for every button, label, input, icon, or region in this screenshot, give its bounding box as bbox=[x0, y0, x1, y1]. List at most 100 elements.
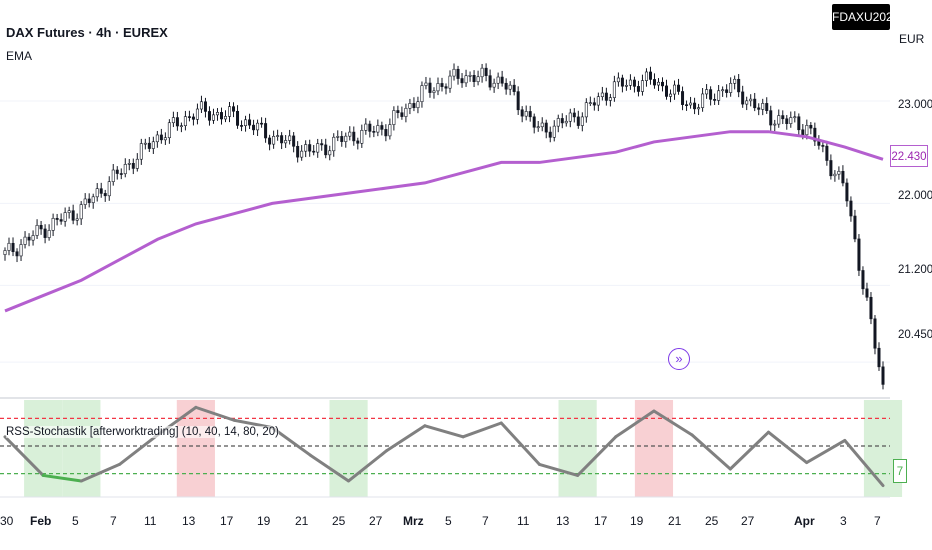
price-candle-body bbox=[813, 127, 817, 142]
price-candle-body bbox=[444, 86, 448, 89]
price-candle-body bbox=[496, 76, 500, 84]
price-candle-body bbox=[480, 67, 484, 78]
price-candle-body bbox=[428, 82, 432, 93]
price-candle-body bbox=[412, 103, 416, 109]
oscillator-value-badge: 7 bbox=[893, 459, 907, 483]
currency-label[interactable]: EUR bbox=[899, 32, 925, 46]
price-candle-body bbox=[340, 136, 344, 142]
price-candle-body bbox=[115, 169, 119, 174]
price-candle-body bbox=[280, 135, 284, 144]
price-candle-body bbox=[95, 188, 99, 198]
price-candle-body bbox=[552, 125, 556, 138]
price-candle-body bbox=[604, 92, 608, 101]
price-candle-body bbox=[424, 82, 428, 86]
price-candle-body bbox=[232, 106, 236, 112]
date-label: 21 bbox=[295, 514, 309, 528]
price-candle-body bbox=[167, 122, 171, 139]
price-candle-body bbox=[436, 83, 440, 92]
price-candle-body bbox=[500, 76, 504, 84]
price-candle-body bbox=[83, 198, 87, 205]
price-candle-body bbox=[725, 89, 729, 93]
price-tick: 23.000 bbox=[898, 99, 932, 111]
price-candle-body bbox=[448, 75, 452, 89]
price-candle-body bbox=[312, 150, 316, 153]
price-candle-body bbox=[837, 171, 841, 175]
price-candle-body bbox=[215, 112, 219, 116]
price-candle-body bbox=[821, 145, 825, 147]
price-candle-body bbox=[861, 270, 865, 290]
price-candle-body bbox=[304, 144, 308, 152]
ema-line bbox=[4, 130, 884, 313]
price-candle-body bbox=[187, 116, 191, 118]
price-candle-body bbox=[709, 89, 713, 100]
price-candle-body bbox=[749, 98, 753, 102]
price-candle-body bbox=[825, 145, 829, 161]
price-candle-body bbox=[368, 123, 372, 132]
date-label: 7 bbox=[874, 514, 881, 528]
price-candle-body bbox=[669, 93, 673, 97]
price-candle-body bbox=[665, 85, 669, 97]
oscillator-zones bbox=[24, 400, 903, 497]
price-candle-body bbox=[677, 84, 681, 92]
ema-indicator-label[interactable]: EMA bbox=[6, 49, 33, 63]
price-candle-body bbox=[849, 200, 853, 217]
stoch-zone bbox=[558, 400, 597, 497]
price-candle-body bbox=[468, 75, 472, 77]
stoch-segment bbox=[385, 424, 427, 453]
price-candle-body bbox=[276, 135, 280, 137]
date-label: 13 bbox=[556, 514, 570, 528]
price-candle-body bbox=[135, 158, 139, 169]
oscillator-label[interactable]: RSS-Stochastik [afterworktrading] (10, 4… bbox=[6, 426, 279, 438]
price-candle-body bbox=[761, 103, 765, 110]
price-candle-body bbox=[127, 163, 131, 165]
price-candle-body bbox=[103, 193, 107, 197]
price-candle-body bbox=[308, 144, 312, 152]
price-candle-body bbox=[404, 107, 408, 117]
price-candle-body bbox=[336, 136, 340, 138]
price-candle-body bbox=[348, 131, 352, 137]
date-label: 19 bbox=[630, 514, 644, 528]
date-label: 30 bbox=[0, 514, 14, 528]
price-candle-body bbox=[296, 145, 300, 158]
price-tick: 20.450 bbox=[898, 329, 932, 338]
price-candle-body bbox=[460, 78, 464, 84]
price-candle-body bbox=[540, 122, 544, 128]
price-candle-body bbox=[11, 242, 15, 253]
price-candle-body bbox=[717, 90, 721, 101]
price-candle-body bbox=[608, 97, 612, 101]
price-candle-body bbox=[284, 140, 288, 144]
price-candle-body bbox=[769, 110, 773, 126]
price-candle-body bbox=[352, 131, 356, 142]
price-candle-body bbox=[705, 89, 709, 95]
price-candle-body bbox=[857, 238, 861, 271]
price-candle-body bbox=[392, 110, 396, 125]
price-candle-body bbox=[793, 116, 797, 119]
price-candle-body bbox=[47, 230, 51, 238]
price-candle-body bbox=[524, 111, 528, 117]
price-candle-body bbox=[143, 142, 147, 145]
date-label: 7 bbox=[482, 514, 489, 528]
chart-title[interactable]: DAX Futures · 4h · EUREX bbox=[6, 25, 168, 40]
price-candle-body bbox=[191, 116, 195, 120]
stoch-segment bbox=[41, 473, 83, 483]
price-candle-body bbox=[632, 79, 636, 87]
price-candle-body bbox=[656, 81, 660, 86]
stoch-segment bbox=[576, 435, 618, 477]
date-label: 21 bbox=[668, 514, 682, 528]
date-label: 27 bbox=[369, 514, 383, 528]
price-candle-body bbox=[159, 134, 163, 141]
stoch-levels bbox=[0, 417, 890, 475]
price-candle-body bbox=[380, 125, 384, 130]
price-candle-body bbox=[400, 112, 404, 117]
price-candle-body bbox=[396, 110, 400, 114]
price-candle-body bbox=[420, 85, 424, 103]
ema-price-label: 22.430 bbox=[890, 145, 928, 167]
jump-to-realtime-icon[interactable]: » bbox=[668, 348, 690, 370]
price-candle-body bbox=[292, 135, 296, 147]
price-candle-body bbox=[741, 91, 745, 105]
price-candle-body bbox=[476, 76, 480, 83]
date-label: 17 bbox=[220, 514, 234, 528]
price-candle-body bbox=[777, 115, 781, 125]
price-candle-body bbox=[99, 188, 103, 194]
